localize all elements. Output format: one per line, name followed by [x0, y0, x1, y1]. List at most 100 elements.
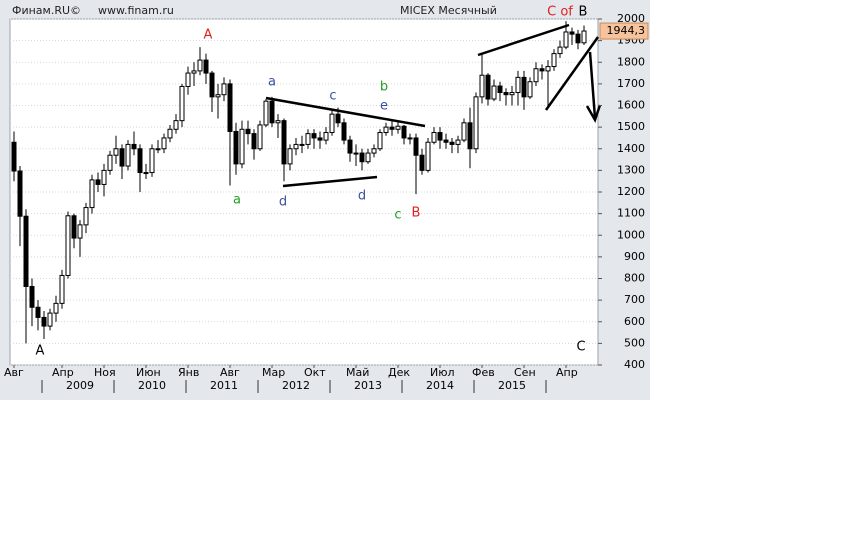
y-tick-label: 900	[624, 250, 645, 263]
y-tick-label: 500	[624, 336, 645, 349]
candle-body	[485, 74, 491, 100]
candle-body	[395, 125, 401, 130]
candle-body	[149, 148, 155, 174]
candle-body	[11, 141, 17, 172]
candle-body	[221, 83, 227, 96]
candle-body	[497, 85, 503, 94]
x-tick-label: Авг	[220, 366, 240, 379]
candle-body	[203, 59, 209, 74]
candle-body	[47, 312, 53, 327]
candle-body	[41, 316, 47, 327]
y-tick-label: 1700	[617, 77, 645, 90]
candle-body	[533, 68, 539, 83]
candle-body	[131, 143, 137, 150]
candle-body	[281, 120, 287, 165]
candle-body	[467, 122, 473, 150]
candle-body	[155, 148, 161, 151]
x-tick-label: Ноя	[94, 366, 116, 379]
candle-body	[275, 120, 281, 124]
price-tag-label: 1944,3	[607, 24, 646, 37]
candle-body	[509, 92, 515, 96]
candle-body	[311, 133, 317, 139]
candle-body	[77, 224, 83, 239]
candle-body	[89, 179, 95, 209]
y-tick-label: 600	[624, 315, 645, 328]
candle-body	[545, 66, 551, 72]
x-tick-label: Окт	[304, 366, 326, 379]
candle-body	[323, 132, 329, 141]
candle-body	[209, 72, 215, 98]
annotation: d	[358, 189, 366, 204]
candle-body	[245, 128, 251, 135]
candle-body	[299, 143, 305, 146]
candle-body	[17, 170, 23, 217]
candle-body	[239, 128, 245, 165]
trendline	[265, 96, 426, 128]
candle-body	[365, 152, 371, 163]
trendlines	[265, 23, 602, 188]
x-tick-label: Дек	[388, 366, 410, 379]
candle-body	[71, 215, 77, 239]
candle-body	[539, 68, 545, 72]
annotation: d	[279, 195, 287, 210]
arrow	[588, 51, 597, 119]
candle-body	[293, 143, 299, 150]
annotation: B	[579, 5, 588, 20]
candle-body	[65, 215, 71, 276]
candle-body	[179, 85, 185, 122]
candle-body	[119, 148, 125, 167]
candle-body	[581, 30, 587, 44]
candle-body	[137, 148, 143, 174]
year-label: 2013	[354, 379, 382, 392]
candle-body	[107, 154, 113, 171]
candle-body	[383, 126, 389, 134]
year-label: 2009	[66, 379, 94, 392]
x-tick-label: Авг	[4, 366, 24, 379]
y-tick-label: 800	[624, 272, 645, 285]
y-tick-label: 2000	[617, 12, 645, 25]
annotation: a	[268, 75, 276, 90]
candle-body	[83, 207, 89, 226]
candle-body	[389, 126, 395, 130]
candle-body	[353, 152, 359, 155]
chart-title: MICEX Месячный	[400, 4, 497, 17]
candle-body	[263, 100, 269, 126]
y-tick-label: 1400	[617, 142, 645, 155]
y-tick-label: 1600	[617, 99, 645, 112]
url: www.finam.ru	[98, 4, 174, 17]
candle-body	[377, 132, 383, 150]
year-label: 2015	[498, 379, 526, 392]
annotation: C of	[547, 5, 573, 20]
candle-body	[551, 53, 557, 68]
candle-body	[563, 31, 569, 48]
candle-body	[359, 152, 365, 163]
candle-body	[161, 137, 167, 150]
candle-body	[173, 120, 179, 130]
annotation: c	[329, 89, 336, 104]
candle-body	[473, 96, 479, 150]
candle-body	[143, 172, 149, 175]
candle-body	[35, 306, 41, 318]
candle-body	[185, 72, 191, 87]
y-tick-label: 400	[624, 358, 645, 371]
candle-body	[521, 76, 527, 98]
candle-body	[479, 74, 485, 98]
annotation: c	[394, 208, 401, 223]
annotation: b	[380, 80, 388, 95]
y-tick-label: 1000	[617, 228, 645, 241]
candle-body	[461, 122, 467, 141]
candle-body	[305, 133, 311, 145]
candle-body	[125, 143, 131, 167]
trendline	[282, 175, 378, 188]
x-tick-label: Фев	[472, 366, 495, 379]
candle-body	[515, 76, 521, 94]
candle-body	[335, 113, 341, 124]
candle-body	[233, 130, 239, 165]
annotation: A	[204, 28, 213, 43]
candle-body	[437, 132, 443, 141]
candle-body	[527, 81, 533, 98]
y-tick-label: 1500	[617, 120, 645, 133]
trendline	[477, 23, 570, 57]
